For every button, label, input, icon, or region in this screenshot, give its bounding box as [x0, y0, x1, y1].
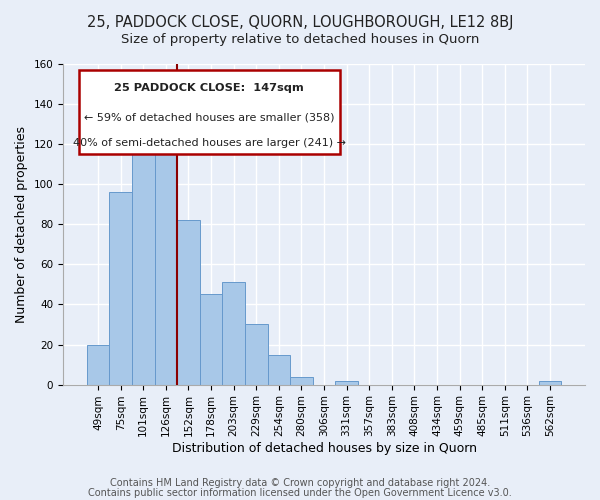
Y-axis label: Number of detached properties: Number of detached properties	[15, 126, 28, 323]
Bar	[87, 344, 109, 385]
Text: 25, PADDOCK CLOSE, QUORN, LOUGHBOROUGH, LE12 8BJ: 25, PADDOCK CLOSE, QUORN, LOUGHBOROUGH, …	[87, 15, 513, 30]
Bar	[200, 294, 223, 384]
Text: 25 PADDOCK CLOSE:  147sqm: 25 PADDOCK CLOSE: 147sqm	[115, 83, 304, 93]
X-axis label: Distribution of detached houses by size in Quorn: Distribution of detached houses by size …	[172, 442, 476, 455]
Bar	[132, 118, 155, 384]
FancyBboxPatch shape	[79, 70, 340, 154]
Bar	[245, 324, 268, 384]
Bar	[109, 192, 132, 384]
Text: Contains public sector information licensed under the Open Government Licence v3: Contains public sector information licen…	[88, 488, 512, 498]
Bar	[335, 380, 358, 384]
Text: 40% of semi-detached houses are larger (241) →: 40% of semi-detached houses are larger (…	[73, 138, 346, 147]
Text: Contains HM Land Registry data © Crown copyright and database right 2024.: Contains HM Land Registry data © Crown c…	[110, 478, 490, 488]
Bar	[223, 282, 245, 384]
Text: ← 59% of detached houses are smaller (358): ← 59% of detached houses are smaller (35…	[84, 112, 334, 122]
Bar	[539, 380, 561, 384]
Bar	[155, 124, 177, 384]
Bar	[290, 376, 313, 384]
Bar	[177, 220, 200, 384]
Bar	[268, 354, 290, 384]
Text: Size of property relative to detached houses in Quorn: Size of property relative to detached ho…	[121, 32, 479, 46]
